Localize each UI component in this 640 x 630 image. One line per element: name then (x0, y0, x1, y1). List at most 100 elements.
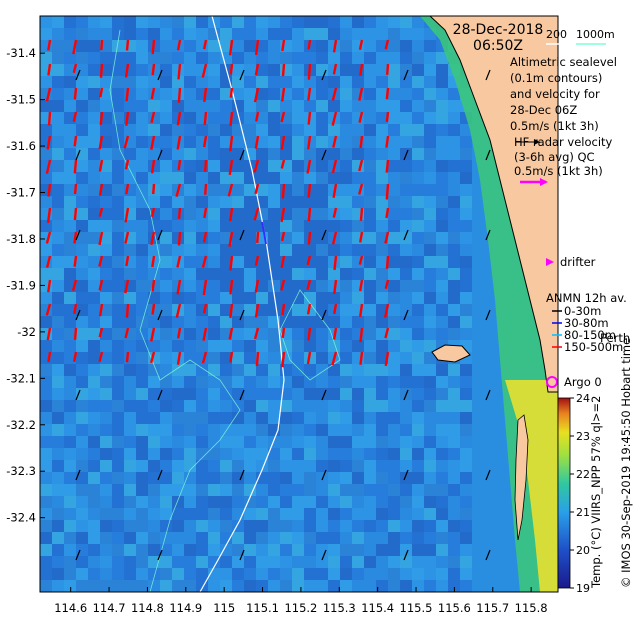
altimetry-vector (485, 309, 491, 321)
sst-cell (124, 352, 136, 364)
sst-cell (160, 328, 172, 340)
sst-cell (148, 220, 160, 232)
sst-cell (208, 88, 220, 100)
sst-cell (412, 244, 424, 256)
sst-cell (64, 340, 76, 352)
sst-cell (100, 160, 112, 172)
sst-cell (424, 460, 436, 472)
sst-cell (424, 136, 436, 148)
current-vector (149, 351, 156, 364)
sst-cell (40, 124, 52, 136)
sst-cell (196, 400, 208, 412)
sst-cell (124, 316, 136, 328)
sst-cell (448, 496, 460, 508)
sst-cell (400, 136, 412, 148)
sst-cell (196, 532, 208, 544)
current-vector (72, 351, 78, 363)
sst-cell (448, 424, 460, 436)
sst-cell (76, 280, 88, 292)
altimetry-vector (485, 549, 491, 561)
sst-cell (196, 100, 208, 112)
sst-cell (112, 280, 124, 292)
sst-cell (220, 112, 232, 124)
plot-frame (39, 15, 559, 593)
sst-cell (280, 376, 292, 388)
sst-cell (268, 136, 280, 148)
sst-cell (460, 316, 472, 328)
sst-cell (52, 496, 64, 508)
sst-cell (340, 208, 352, 220)
sst-cell (280, 292, 292, 304)
sst-cell (268, 256, 280, 268)
sst-cell (64, 460, 76, 472)
sst-cell (232, 232, 244, 244)
sst-cell (364, 76, 376, 88)
sst-cell (208, 484, 220, 496)
sst-cell (268, 460, 280, 472)
svg-text:28-Dec 06Z: 28-Dec 06Z (510, 103, 577, 117)
sst-cell (388, 280, 400, 292)
sst-cell (52, 148, 64, 160)
sst-cell (448, 484, 460, 496)
sst-cell (172, 412, 184, 424)
current-vector (332, 207, 338, 218)
sst-cell (244, 376, 256, 388)
sst-cell (244, 328, 256, 340)
sst-cell (64, 52, 76, 64)
sst-cell (52, 28, 64, 40)
sst-cell (280, 76, 292, 88)
sst-cell (280, 544, 292, 556)
sst-cell (352, 556, 364, 568)
sst-cell (316, 40, 328, 52)
sst-cell (316, 424, 328, 436)
sst-cell (424, 364, 436, 376)
sst-cell (304, 508, 316, 520)
sst-cell (256, 184, 268, 196)
sst-cell (256, 88, 268, 100)
sst-cell (448, 376, 460, 388)
sst-cell (208, 472, 220, 484)
sst-cell (220, 244, 232, 256)
sst-cell (64, 148, 76, 160)
sst-cell (208, 436, 220, 448)
sst-cell (136, 172, 148, 184)
sst-cell (328, 316, 340, 328)
sst-cell (364, 28, 376, 40)
sst-cell (196, 148, 208, 160)
sst-cell (280, 124, 292, 136)
sst-cell (220, 136, 232, 148)
sst-cell (220, 496, 232, 508)
sst-cell (412, 220, 424, 232)
sst-cell (292, 292, 304, 304)
current-vector (280, 135, 286, 150)
sst-cell (280, 172, 292, 184)
sst-cell (340, 556, 352, 568)
sst-cell (40, 28, 52, 40)
sst-cell (136, 484, 148, 496)
altimetry-vector (75, 149, 81, 161)
y-tick-label: -31.4 (6, 46, 36, 60)
sst-cell (196, 424, 208, 436)
altimetry-vector (75, 309, 81, 321)
sst-cell (172, 340, 184, 352)
sst-cell (304, 28, 316, 40)
sst-cell (160, 568, 172, 580)
sst-cell (124, 556, 136, 568)
sst-cell (376, 220, 388, 232)
sst-cell (256, 340, 268, 352)
sst-cell (280, 556, 292, 568)
altimetry-vector (403, 149, 409, 161)
sst-cell (352, 172, 364, 184)
sst-cell (352, 340, 364, 352)
sst-cell (316, 328, 328, 340)
sst-cell (64, 496, 76, 508)
temperature-colorbar (557, 397, 571, 589)
sst-cell (232, 568, 244, 580)
sst-cell (124, 292, 136, 304)
current-vector (125, 303, 130, 318)
sst-cell (376, 268, 388, 280)
sst-cell (388, 40, 400, 52)
sst-cell (352, 16, 364, 28)
sst-cell (412, 508, 424, 520)
sst-cell (268, 520, 280, 532)
